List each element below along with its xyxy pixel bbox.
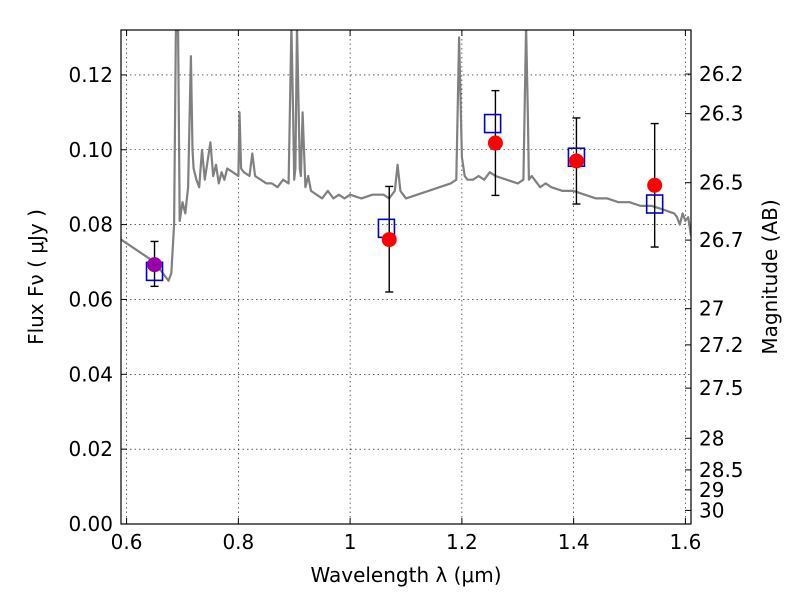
x-tick-label: 1.4 xyxy=(558,530,590,554)
model-spectrum xyxy=(121,30,691,282)
magnitude-tick-label: 28 xyxy=(699,426,724,450)
observed-point-marker xyxy=(381,232,397,248)
spectrum-line xyxy=(121,30,691,282)
magnitude-tick-label: 26.2 xyxy=(699,62,744,86)
y-tick-label: 0.00 xyxy=(68,512,113,536)
observed-point-marker xyxy=(487,135,503,151)
plot-frame xyxy=(120,29,692,525)
observed-point-marker xyxy=(568,153,584,169)
magnitude-tick-label: 30 xyxy=(699,498,724,522)
axis-ticks: 0.6 0.8 1 1.2 1.4 1.6 0.00 0.02 0.04 0.06 0.08 0.10… xyxy=(68,30,744,554)
magnitude-tick-label: 29 xyxy=(699,478,724,502)
y-axis-label: Flux Fν ( μJy ) xyxy=(24,209,48,345)
magnitude-tick-label: 28.5 xyxy=(699,458,744,482)
x-tick-label: 1 xyxy=(344,530,357,554)
observed-point-marker xyxy=(147,257,163,273)
x-tick-label: 1.6 xyxy=(670,530,702,554)
magnitude-tick-label: 26.3 xyxy=(699,102,744,126)
y-tick-label: 0.04 xyxy=(68,362,113,386)
y-tick-label: 0.02 xyxy=(68,437,113,461)
x-tick-label: 0.8 xyxy=(222,530,254,554)
data-points xyxy=(145,89,664,293)
x-tick-label: 1.2 xyxy=(446,530,478,554)
magnitude-tick-label: 27.5 xyxy=(699,376,744,400)
x-axis-label: Wavelength λ (μm) xyxy=(310,563,501,587)
model-square-marker xyxy=(645,194,664,214)
y-tick-label: 0.12 xyxy=(68,63,113,87)
model-square-marker xyxy=(483,113,502,134)
x-tick-label: 0.6 xyxy=(111,530,143,554)
magnitude-tick-label: 27.2 xyxy=(699,333,744,357)
y-tick-label: 0.10 xyxy=(68,138,113,162)
magnitude-tick-label: 27 xyxy=(699,297,724,321)
magnitude-tick-label: 26.7 xyxy=(699,228,744,252)
grid xyxy=(121,30,691,525)
magnitude-tick-label: 26.5 xyxy=(699,171,744,195)
right-axis-label: Magnitude (AB) xyxy=(758,199,782,354)
y-tick-label: 0.08 xyxy=(68,213,113,237)
y-tick-label: 0.06 xyxy=(68,287,113,311)
observed-point-marker xyxy=(647,177,663,193)
